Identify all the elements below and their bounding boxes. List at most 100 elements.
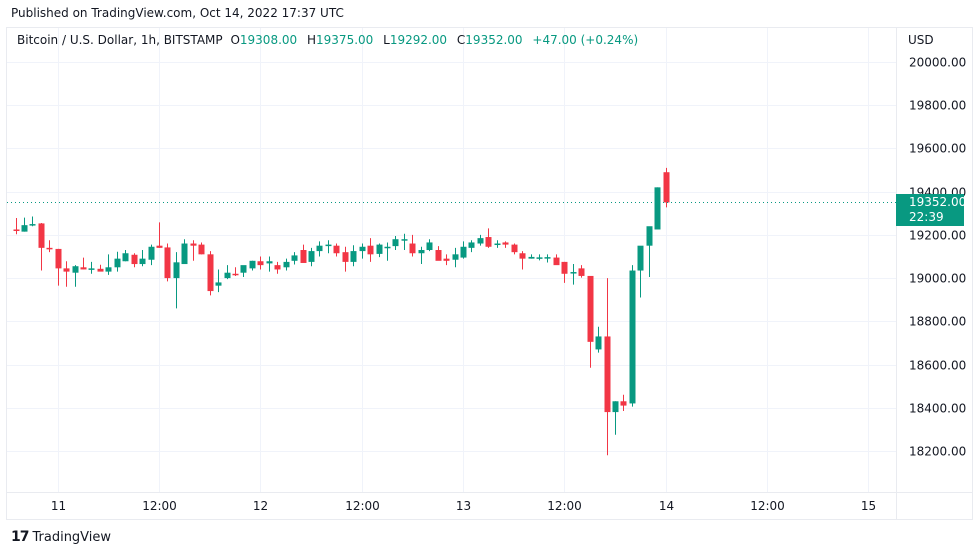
candle-body [384,246,391,249]
symbol-legend: Bitcoin / U.S. Dollar, 1h, BITSTAMP O193… [17,33,638,47]
candle-body [190,243,197,246]
candle-body [401,239,408,241]
candle-body [443,258,450,261]
price-tick-label: 18200.00 [909,445,966,459]
price-tick-label: 19800.00 [909,99,966,113]
candle-body [207,254,214,292]
candle-body [468,242,475,248]
candle-body [291,255,298,261]
open-label: O [230,33,240,47]
candle-body [131,254,138,265]
candle-body [460,246,467,258]
close-label: C [456,33,466,47]
close-value: 19352.00 [465,33,523,47]
candle-body [553,257,560,266]
candle-body [578,268,585,276]
low-label: L [383,33,390,47]
candle-body [409,243,416,254]
candle-body [595,336,602,350]
candle-body [97,268,104,272]
candle-body [257,261,264,266]
candle-body [392,239,399,247]
candle-body [266,261,273,264]
last-price-tag: 19352.00 22:39 [896,194,967,226]
candle-body [376,244,383,254]
candle-body [13,229,20,231]
time-tick-label: 12:00 [142,499,177,513]
candle-body [367,245,374,255]
candle-body [173,262,180,279]
candle-body [308,251,315,262]
grid-lines [7,28,973,519]
price-tick-label: 18800.00 [909,315,966,329]
time-axis[interactable]: 11 12:00 12 12:00 13 12:00 14 12:00 15 [51,499,876,513]
high-label: H [307,33,317,47]
candle-body [114,258,121,268]
candle-body [122,253,129,262]
price-axis[interactable]: 18200.00 18400.00 18600.00 18800.00 19000.00… [909,56,966,459]
candle-body [215,282,222,286]
low-value: 19292.00 [389,33,448,47]
candle-body [88,268,95,270]
candle-body [604,336,611,413]
candle-body [156,245,163,248]
time-tick-label: 12 [253,499,268,513]
candle-body [654,187,661,230]
candle-body [350,251,357,262]
brand-name: TradingView [32,529,112,545]
published-note: Published on TradingView.com, Oct 14, 20… [11,6,344,20]
candle-body [139,258,146,265]
candle-body [55,248,62,269]
candle-body [570,272,577,274]
price-tick-label: 18400.00 [909,402,966,416]
candle-body [164,247,171,279]
price-tick-label: 18600.00 [909,359,966,373]
candle-body [561,261,568,274]
candle-body [637,245,644,271]
time-tick-label: 12:00 [345,499,380,513]
candle-body [342,252,349,262]
candle-body [63,268,70,272]
candle-body [333,245,340,254]
candle-body [274,265,281,270]
candle-body [646,226,653,246]
candle-body [426,242,433,251]
time-tick-label: 13 [456,499,471,513]
candle-body [38,223,45,248]
time-tick-label: 12:00 [547,499,582,513]
price-tick-label: 19600.00 [909,142,966,156]
candle-body [29,224,36,226]
candle-body [232,273,239,276]
open-value: 19308.00 [239,33,298,47]
chart-frame [6,27,973,520]
candle-body [477,238,484,244]
currency-label[interactable]: USD [908,33,934,47]
candle-body [528,256,535,259]
time-tick-label: 11 [51,499,66,513]
candle-body [502,242,509,245]
candle-body [181,243,188,265]
candle-body [485,237,492,247]
candle-body [587,275,594,342]
candle-body [494,243,501,246]
high-value: 19375.00 [316,33,374,47]
candle-body [148,246,155,260]
candle-body [283,261,290,268]
time-tick-label: 14 [659,499,674,513]
candle-body [435,250,442,261]
bar-countdown: 22:39 [909,210,944,224]
candle-body [418,250,425,254]
candle-body [198,244,205,255]
candle-body [359,246,366,252]
last-price-value: 19352.00 [909,195,967,209]
candle-body [80,267,87,270]
candle-body [544,257,551,259]
price-tick-label: 19200.00 [909,229,966,243]
candle-body [620,401,627,406]
candle-body [612,401,619,413]
candle-body [536,257,543,259]
change-value: +47.00 (+0.24%) [532,33,639,47]
price-tick-label: 19000.00 [909,272,966,286]
candle-body [72,266,79,273]
